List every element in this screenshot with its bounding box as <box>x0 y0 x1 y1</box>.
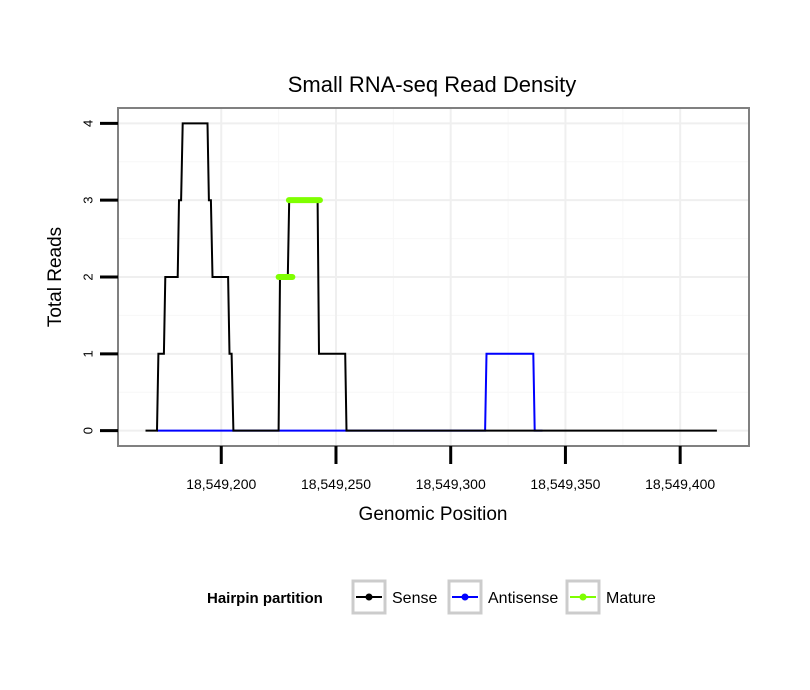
legend-key-point-mature <box>579 593 587 601</box>
x-tick-label: 18,549,400 <box>645 476 715 492</box>
y-tick-label: 4 <box>81 120 96 127</box>
y-tick-label: 2 <box>81 273 96 280</box>
legend-item-sense: Sense <box>351 579 437 615</box>
x-tick-label: 18,549,200 <box>186 476 256 492</box>
legend-key-point-antisense <box>461 593 469 601</box>
legend-item-mature: Mature <box>565 579 656 615</box>
y-tick-label: 1 <box>81 350 96 357</box>
y-axis-label: Total Reads <box>45 227 66 327</box>
x-tick-label: 18,549,250 <box>301 476 371 492</box>
x-tick-label: 18,549,350 <box>530 476 600 492</box>
legend-item-antisense: Antisense <box>447 579 558 615</box>
x-axis-label: Genomic Position <box>359 504 508 525</box>
plot-panel <box>117 107 750 447</box>
series-lines <box>145 122 717 432</box>
legend-label-sense: Sense <box>392 590 437 607</box>
legend-label-antisense: Antisense <box>488 590 558 607</box>
x-tick-label: 18,549,300 <box>416 476 486 492</box>
y-tick-label: 0 <box>81 427 96 434</box>
y-axis: 0 1 2 3 4 <box>81 120 118 434</box>
legend-label-mature: Mature <box>606 590 656 607</box>
legend-key-point-sense <box>365 593 373 601</box>
chart-title: Small RNA-seq Read Density <box>288 72 577 97</box>
legend-title: Hairpin partition <box>207 590 323 607</box>
x-axis: 18,549,200 18,549,250 18,549,300 18,549,350… <box>186 446 715 492</box>
y-tick-label: 3 <box>81 197 96 204</box>
legend: Hairpin partition Sense Antisense Mature <box>207 579 656 615</box>
